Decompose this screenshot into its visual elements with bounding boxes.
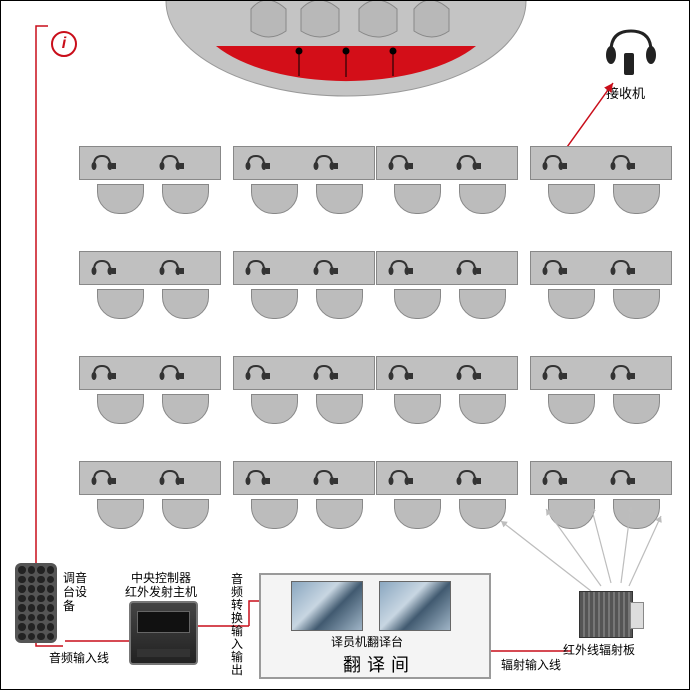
audio-input-line-label: 音频输入线 [49,649,109,666]
interpreter-booth: 译员机翻译台 翻译间 [259,573,491,679]
central-controller-label2: 红外发射主机 [125,583,197,600]
booth-photo-left-icon [291,581,363,631]
ir-radiator-icon [579,591,633,638]
ir-panel-label: 红外线辐射板 [563,641,635,658]
booth-photo-right-icon [379,581,451,631]
booth-label: 翻译间 [343,651,415,677]
radiation-input-line-label: 辐射输入线 [501,656,561,673]
diagram-canvas: i 接收机 [0,0,690,690]
audio-convert-label: 音频转换输入输出 [231,573,245,677]
interpreter-console-label: 译员机翻译台 [331,633,403,650]
mixer-label-l1: 调音台设备 [63,571,89,613]
central-controller-icon [129,601,198,665]
mixer-device-icon [15,563,57,643]
